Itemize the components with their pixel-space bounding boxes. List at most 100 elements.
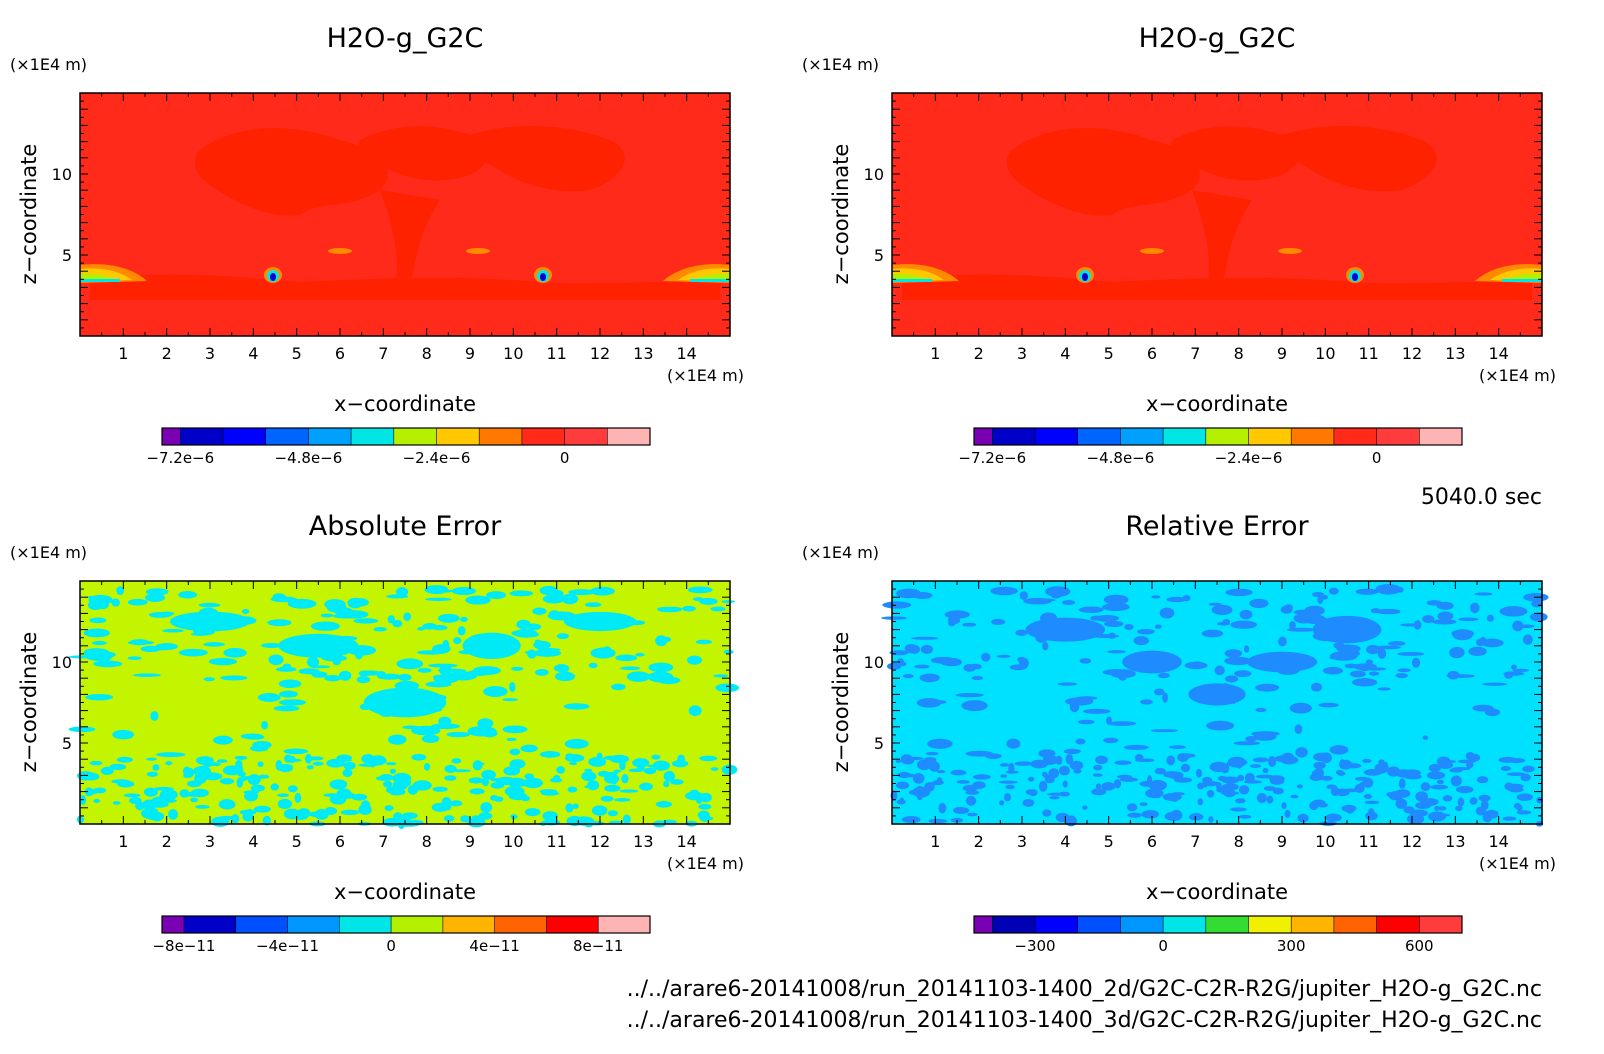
error-patch [241,775,262,781]
colorbar-swatch [183,916,236,933]
x-tick-label: 11 [1358,832,1378,851]
error-patch [160,611,175,616]
x-tick-label: 8 [422,344,432,363]
error-patch [539,585,558,596]
error-patch [1079,658,1091,664]
error-patch [1092,773,1103,777]
y-tick-label: 10 [52,653,72,672]
error-patch [1166,596,1187,603]
error-patch [1078,606,1104,613]
error-patch [159,789,178,801]
error-patch [1065,753,1074,765]
error-patch [417,667,432,673]
error-patch [304,753,312,764]
error-patch [569,761,578,766]
error-patch [1395,672,1408,679]
error-patch [1397,668,1411,673]
error-patch [911,636,939,640]
error-patch [511,666,524,671]
error-patch [533,640,551,650]
error-patch [1481,638,1504,648]
error-patch [467,817,486,828]
error-patch [338,670,352,681]
error-patch [1329,745,1349,755]
error-patch [1312,592,1325,598]
error-patch [1289,621,1296,630]
colorbar: −8e−11 −4e−11 0 4e−11 8e−11 [152,915,651,955]
error-patch [1375,584,1402,595]
error-patch [596,752,603,762]
error-patch [1403,806,1415,814]
error-patch [1466,761,1474,769]
error-patch [210,762,221,767]
plume-feature [466,248,490,254]
error-patch [220,675,248,681]
x-tick-label: 10 [503,832,523,851]
error-patch [1249,764,1262,768]
colorbar-swatch [479,428,522,445]
error-patch [390,791,400,796]
error-patch [514,631,540,638]
error-patch [312,761,324,766]
error-patch [1139,802,1148,807]
error-patch [1375,608,1401,615]
error-patch [92,640,107,646]
error-patch [1000,774,1008,778]
error-patch [1177,752,1189,762]
error-patch [523,777,543,789]
error-patch [554,671,576,682]
error-patch [431,802,450,812]
colorbar-swatch [1333,428,1377,445]
colorbar-swatch [436,428,480,445]
error-patch [432,786,448,792]
error-patch [611,683,626,691]
boundary-feature-left [80,264,147,283]
x-tick-label: 8 [1234,832,1244,851]
error-patch [1449,649,1464,659]
error-patch [584,768,593,772]
x-tick-label: 4 [248,344,258,363]
error-patch [1057,682,1078,686]
colorbar-swatch [521,428,565,445]
error-patch [244,790,259,802]
error-patch [1531,600,1543,608]
error-patch [953,807,970,815]
error-patch [1145,788,1164,799]
error-patch [1256,792,1267,804]
error-patch [539,750,561,758]
error-patch [1395,769,1412,778]
error-patch [908,789,927,796]
plot-area [881,580,1549,827]
error-patch [1263,786,1276,791]
error-patch [607,810,619,817]
error-patch [490,782,505,789]
error-patch [1476,776,1489,784]
error-patch [387,734,407,745]
error-patch [1484,708,1501,717]
x-tick-label: 4 [1060,344,1070,363]
error-patch [956,780,970,784]
x-tick-label: 7 [1190,832,1200,851]
error-patch [1233,741,1260,746]
error-patch [1133,635,1149,646]
error-patch [698,803,712,810]
colorbar-swatch [1248,428,1292,445]
error-patch [1500,765,1512,771]
x-tick-label: 3 [1017,832,1027,851]
error-patch [481,777,490,787]
error-patch [146,771,158,777]
error-patch [663,770,676,782]
error-patch [1317,802,1328,808]
error-patch [896,781,910,790]
error-patch [1295,747,1308,758]
error-patch [1173,777,1193,783]
error-patch [604,773,620,784]
error-patch [273,705,300,712]
error-patch [486,591,507,600]
x-tick-label: 10 [1315,344,1335,363]
error-patch [1062,780,1068,788]
error-patch [1019,591,1028,600]
colorbar-swatch [1419,428,1462,445]
error-patch [385,762,397,766]
error-patch [962,622,977,627]
